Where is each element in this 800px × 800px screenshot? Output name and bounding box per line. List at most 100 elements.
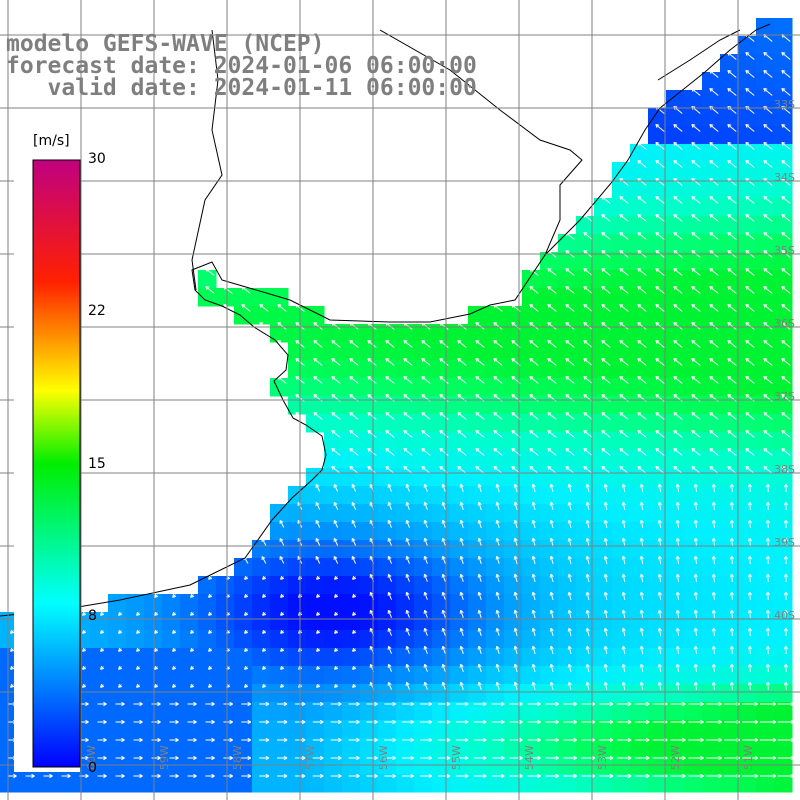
speed-cell: [216, 594, 235, 613]
wind-arrow: [455, 737, 469, 743]
speed-cell: [486, 450, 505, 469]
speed-cell: [630, 198, 649, 217]
wind-arrow: [405, 627, 410, 636]
wind-arrow: [276, 719, 288, 725]
wind-arrow: [709, 142, 719, 150]
speed-cell: [90, 684, 109, 703]
wind-arrow: [190, 647, 195, 652]
speed-cell: [396, 360, 415, 379]
speed-cell: [666, 540, 685, 559]
speed-cell: [288, 666, 307, 685]
wind-arrow: [616, 719, 632, 725]
wind-arrow: [709, 88, 719, 96]
wind-arrow: [405, 681, 410, 690]
speed-cell: [558, 252, 577, 271]
wind-arrow: [759, 701, 777, 707]
speed-cell: [738, 36, 757, 55]
speed-cell: [576, 306, 595, 325]
wind-arrow: [366, 737, 378, 743]
wind-arrow: [747, 537, 753, 547]
speed-cell: [738, 774, 757, 793]
speed-cell: [774, 720, 793, 739]
speed-cell: [720, 252, 739, 271]
speed-cell: [450, 360, 469, 379]
speed-cell: [630, 486, 649, 505]
speed-cell: [684, 666, 703, 685]
wind-arrow: [333, 519, 339, 528]
wind-arrow: [709, 268, 719, 276]
speed-cell: [288, 576, 307, 595]
speed-cell: [288, 648, 307, 667]
wind-arrow: [115, 737, 125, 743]
speed-cell: [234, 288, 253, 307]
wind-arrow: [655, 268, 665, 276]
speed-cell: [0, 648, 19, 667]
speed-cell: [378, 738, 397, 757]
speed-cell: [198, 684, 217, 703]
speed-cell: [702, 252, 721, 271]
wind-arrow: [655, 322, 665, 330]
wind-arrow: [585, 609, 590, 619]
wind-arrow: [352, 683, 357, 688]
speed-cell: [450, 594, 469, 613]
speed-cell: [774, 216, 793, 235]
speed-cell: [396, 738, 415, 757]
speed-cell: [630, 324, 649, 343]
wind-arrow: [151, 773, 161, 779]
speed-cell: [630, 360, 649, 379]
wind-arrow: [616, 701, 632, 707]
speed-cell: [630, 738, 649, 757]
speed-cell: [450, 540, 469, 559]
speed-cell: [180, 666, 199, 685]
speed-cell: [684, 198, 703, 217]
wind-arrow: [783, 627, 789, 637]
speed-cell: [594, 432, 613, 451]
wind-arrow: [603, 627, 608, 637]
speed-cell: [612, 216, 631, 235]
speed-cell: [144, 594, 163, 613]
wind-arrow: [729, 555, 734, 565]
speed-cell: [558, 594, 577, 613]
wind-arrow: [280, 575, 285, 580]
speed-cell: [648, 468, 667, 487]
wind-arrow: [549, 663, 554, 672]
speed-cell: [684, 612, 703, 631]
speed-cell: [540, 342, 559, 361]
wind-arrow: [616, 773, 632, 779]
speed-cell: [450, 576, 469, 595]
speed-cell: [702, 342, 721, 361]
speed-cell: [504, 468, 523, 487]
speed-cell: [504, 630, 523, 649]
wind-arrow: [529, 430, 539, 438]
speed-cell: [594, 612, 613, 631]
wind-arrow: [670, 719, 686, 725]
speed-cell: [612, 324, 631, 343]
speed-cell: [342, 684, 361, 703]
speed-cell: [684, 648, 703, 667]
speed-cell: [774, 630, 793, 649]
wind-arrow: [693, 483, 698, 493]
speed-cell: [306, 414, 325, 433]
speed-cell: [720, 414, 739, 433]
wind-arrow: [693, 501, 698, 511]
speed-cell: [576, 774, 595, 793]
wind-arrow: [316, 575, 321, 580]
speed-cell: [396, 486, 415, 505]
wind-arrow: [351, 519, 357, 528]
wind-arrow: [136, 611, 141, 616]
wind-arrow: [565, 340, 575, 348]
wind-arrow: [709, 124, 719, 132]
wind-arrow: [675, 501, 680, 511]
speed-cell: [216, 630, 235, 649]
speed-cell: [450, 702, 469, 721]
speed-cell: [234, 684, 253, 703]
wind-arrow: [437, 737, 451, 743]
wind-arrow: [244, 593, 249, 598]
wind-arrow: [565, 322, 575, 330]
speed-cell: [576, 252, 595, 271]
speed-cell: [612, 252, 631, 271]
speed-cell: [396, 540, 415, 559]
speed-cell: [720, 558, 739, 577]
wind-arrow: [585, 501, 590, 511]
wind-arrow: [783, 663, 789, 673]
